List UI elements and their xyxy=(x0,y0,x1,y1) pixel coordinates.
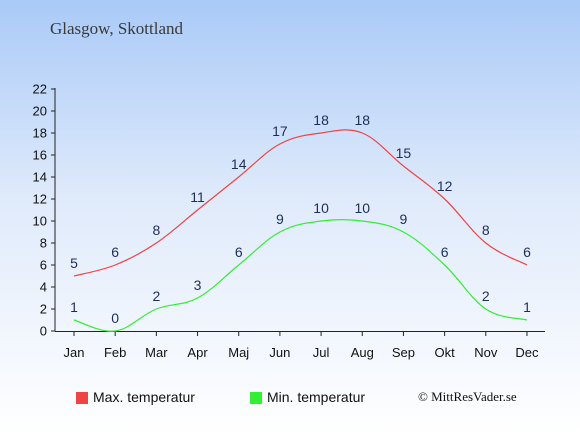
y-tick-label: 4 xyxy=(40,280,47,295)
x-tick-label: Okt xyxy=(435,345,456,360)
x-tick-label: Jan xyxy=(64,345,85,360)
y-tick-label: 12 xyxy=(33,192,47,207)
min-data-label: 9 xyxy=(276,211,284,227)
y-tick-label: 16 xyxy=(33,148,47,163)
series-lines xyxy=(73,129,528,332)
y-tick-label: 22 xyxy=(33,82,47,97)
max-data-label: 8 xyxy=(152,222,160,238)
min-data-label: 2 xyxy=(482,288,490,304)
max-data-label: 6 xyxy=(523,244,531,260)
x-tick-label: Dec xyxy=(515,345,539,360)
y-tick-label: 10 xyxy=(33,214,47,229)
max-data-label: 18 xyxy=(354,112,370,128)
min-data-label: 0 xyxy=(111,310,119,326)
x-tick-label: Jul xyxy=(313,345,330,360)
min-legend-swatch xyxy=(250,392,262,404)
max-temperature-line xyxy=(73,129,528,277)
copyright-text: © MittResVader.se xyxy=(418,389,517,404)
min-data-label: 10 xyxy=(354,200,370,216)
x-tick-label: Mar xyxy=(145,345,168,360)
min-legend-label: Min. temperatur xyxy=(267,389,366,405)
max-data-label: 14 xyxy=(231,156,247,172)
min-data-label: 6 xyxy=(235,244,243,260)
min-data-label: 6 xyxy=(441,244,449,260)
y-tick-label: 6 xyxy=(40,258,47,273)
y-tick-label: 20 xyxy=(33,104,47,119)
x-tick-label: Aug xyxy=(351,345,374,360)
max-data-label: 5 xyxy=(70,255,78,271)
min-data-label: 9 xyxy=(400,211,408,227)
max-legend-label: Max. temperatur xyxy=(93,389,195,405)
min-data-label: 1 xyxy=(70,299,78,315)
page-title: Glasgow, Skottland xyxy=(50,19,184,38)
min-data-label: 10 xyxy=(313,200,329,216)
x-tick-label: Maj xyxy=(228,345,249,360)
max-legend-swatch xyxy=(76,392,88,404)
y-tick-label: 8 xyxy=(40,236,47,251)
x-tick-label: Nov xyxy=(474,345,498,360)
max-data-label: 15 xyxy=(396,145,412,161)
x-tick-label: Apr xyxy=(187,345,208,360)
min-temperature-line xyxy=(73,218,528,332)
max-data-label: 6 xyxy=(111,244,119,260)
max-data-label: 12 xyxy=(437,178,453,194)
min-data-label: 3 xyxy=(194,277,202,293)
max-data-label: 11 xyxy=(190,189,205,205)
max-data-label: 17 xyxy=(272,123,288,139)
min-data-label: 1 xyxy=(523,299,531,315)
y-tick-label: 0 xyxy=(40,324,47,339)
max-data-label: 18 xyxy=(313,112,329,128)
max-data-label: 8 xyxy=(482,222,490,238)
min-data-label: 2 xyxy=(152,288,160,304)
y-tick-label: 2 xyxy=(40,302,47,317)
x-tick-label: Feb xyxy=(104,345,126,360)
y-tick-label: 18 xyxy=(33,126,47,141)
x-tick-label: Jun xyxy=(269,345,290,360)
y-tick-label: 14 xyxy=(33,170,47,185)
x-tick-label: Sep xyxy=(392,345,415,360)
